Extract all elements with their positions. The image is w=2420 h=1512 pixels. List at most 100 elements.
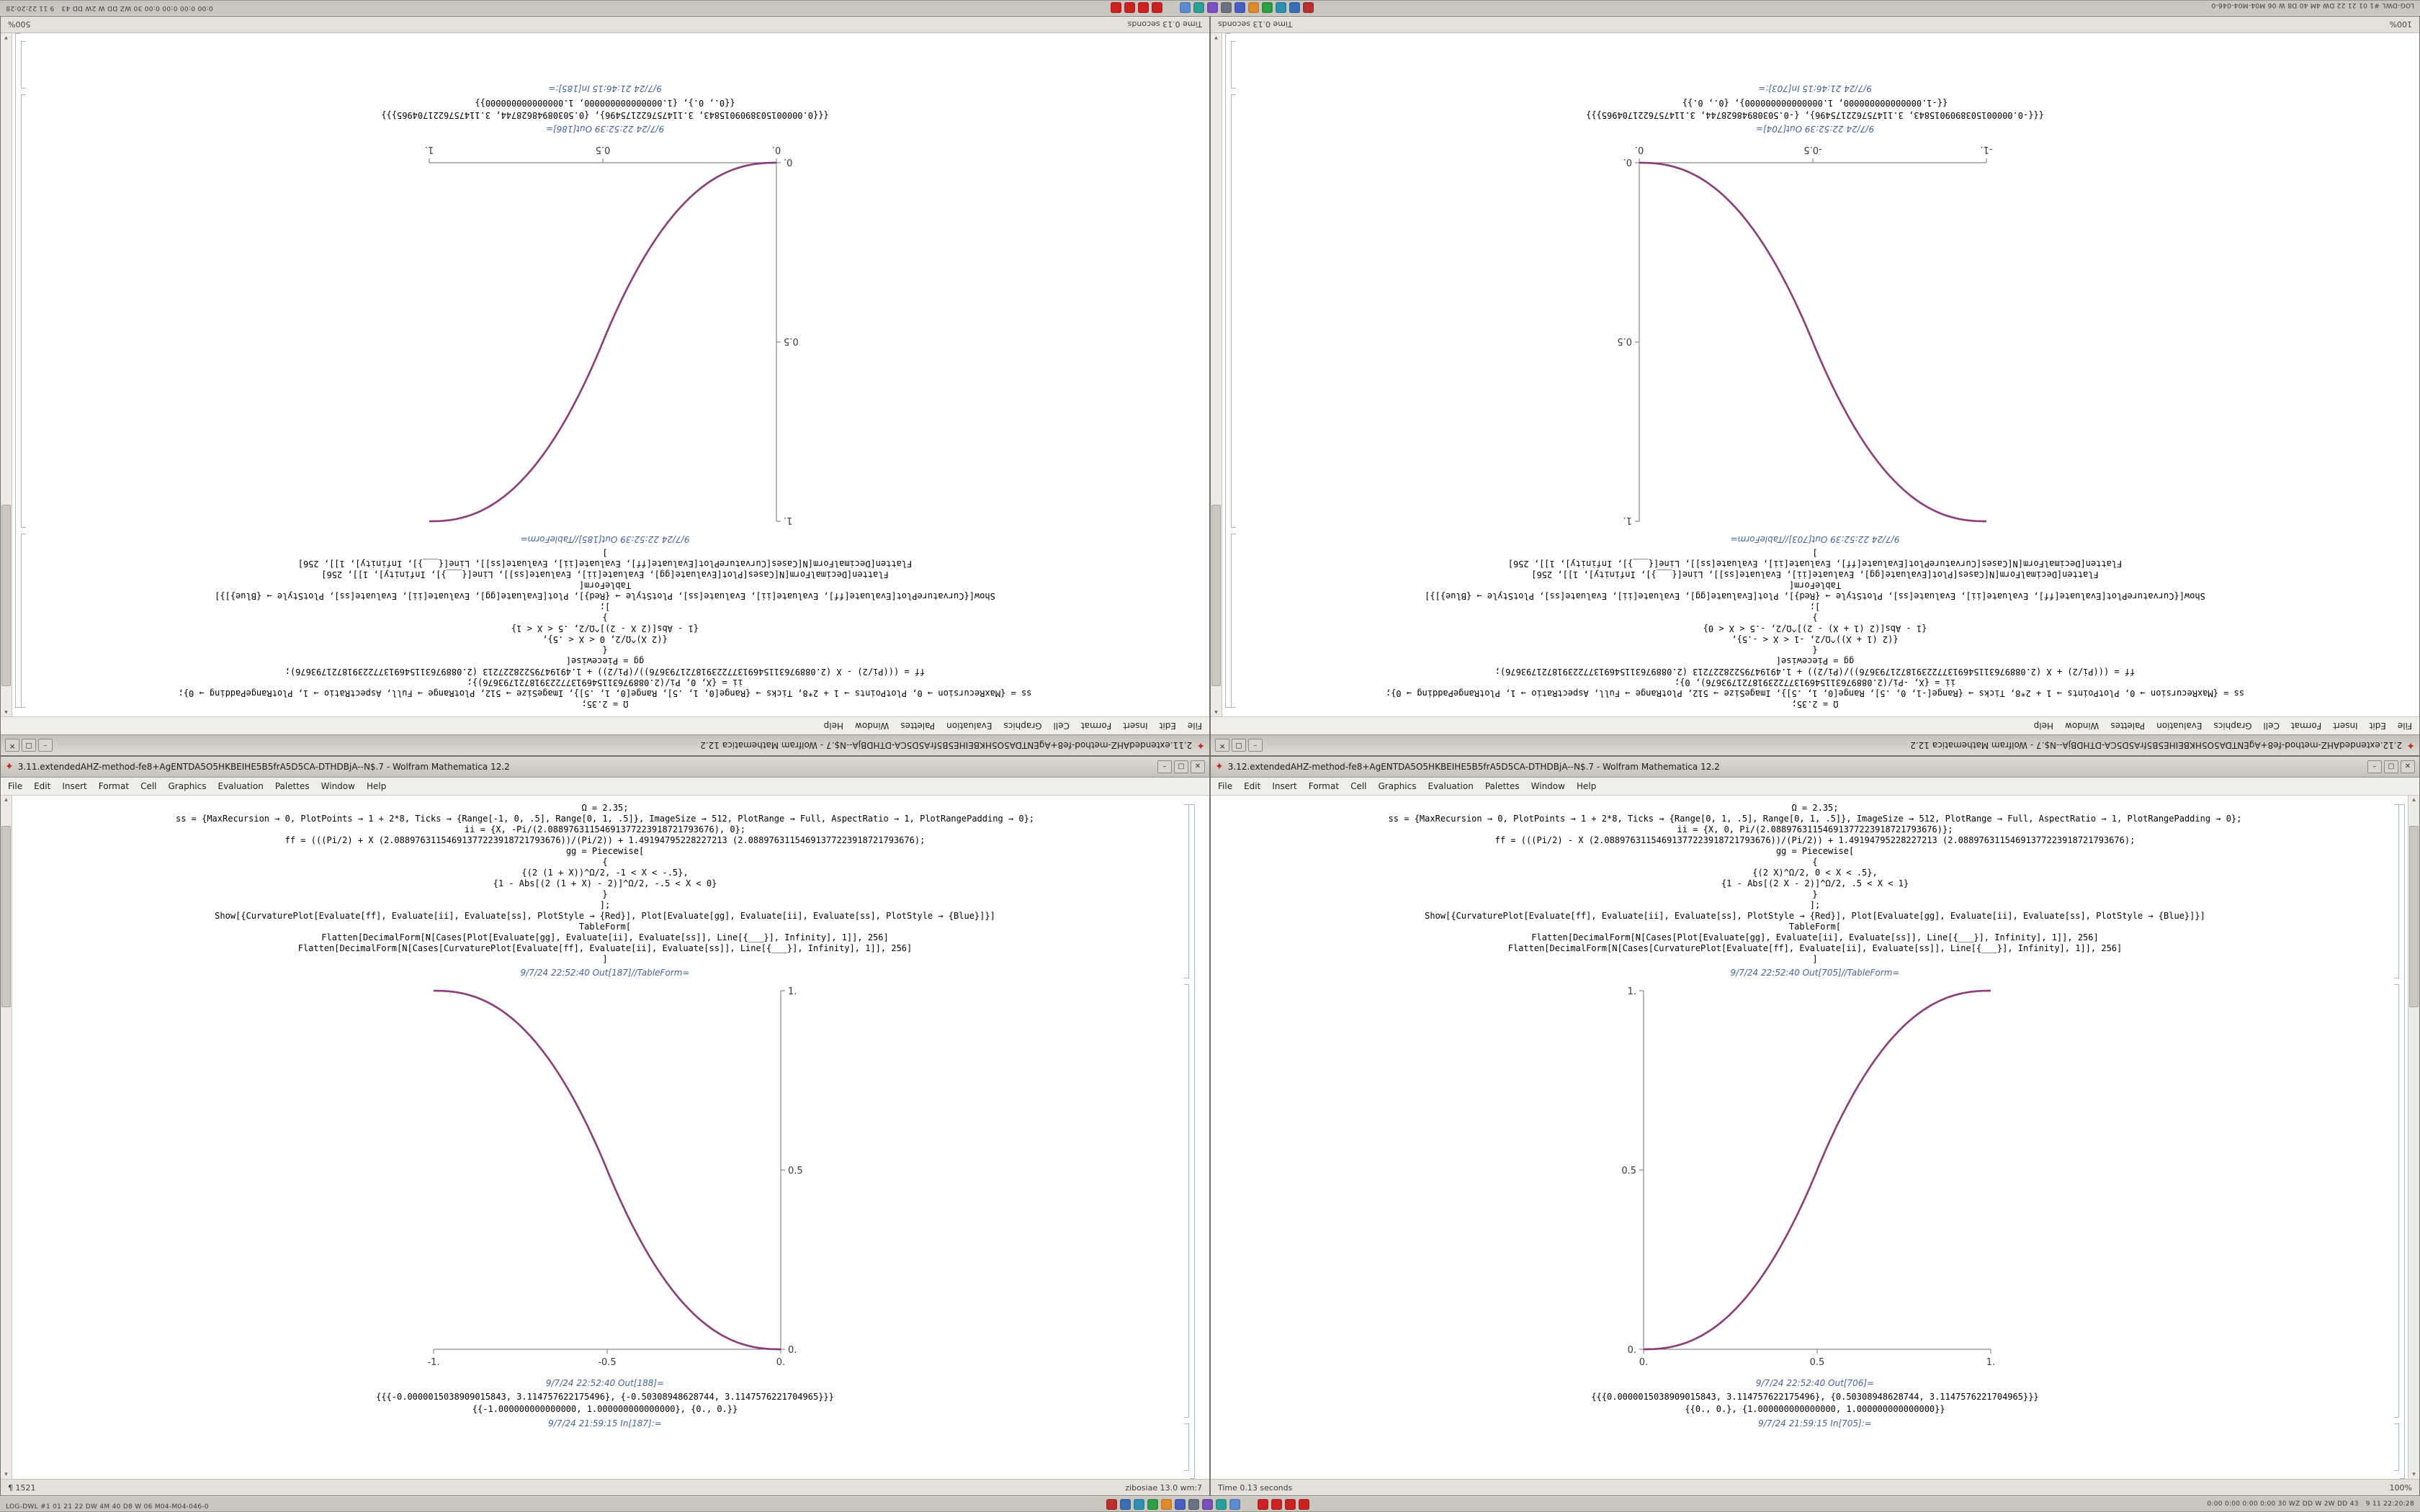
- code-line[interactable]: ff = (((Pi/2) - X (2.0889763115469137722…: [284, 667, 926, 677]
- system-monitor-icon[interactable]: [1220, 2, 1232, 14]
- menu-format[interactable]: Format: [98, 781, 130, 791]
- code-line[interactable]: Flatten[DecimalForm[N[Cases[Plot[Evaluat…: [321, 570, 889, 580]
- code-line[interactable]: ss = {MaxRecursion → 0, PlotPoints → 1 +…: [1388, 814, 2242, 824]
- menu-palettes[interactable]: Palettes: [2110, 721, 2146, 731]
- code-line[interactable]: TableForm[: [578, 922, 632, 932]
- input-cell[interactable]: Ω = 2.35; ss = {MaxRecursion → 0, PlotPoi…: [94, 803, 1116, 965]
- code-line[interactable]: {1 - Abs[(2 X - 2)]^Ω/2, .5 < X < 1}: [1721, 878, 1909, 888]
- scroll-up-icon[interactable]: ▴: [2412, 796, 2416, 804]
- code-line[interactable]: Ω = 2.35;: [1791, 699, 1839, 709]
- mathematica-1-icon[interactable]: [1258, 1498, 1269, 1510]
- code-line[interactable]: Flatten[DecimalForm[N[Cases[Plot[Evaluat…: [321, 932, 889, 942]
- code-line[interactable]: Ω = 2.35;: [1791, 803, 1839, 813]
- code-line[interactable]: {: [602, 645, 608, 655]
- code-line[interactable]: gg = Piecewise[: [565, 656, 645, 666]
- maximize-button[interactable]: ▢: [1174, 760, 1188, 773]
- close-button[interactable]: ✕: [1215, 739, 1229, 752]
- code-line[interactable]: }: [1812, 889, 1818, 899]
- cell-bracket[interactable]: [2394, 1423, 2399, 1471]
- menu-help[interactable]: Help: [823, 721, 844, 731]
- terminal-icon[interactable]: [1147, 1498, 1159, 1510]
- code-line[interactable]: TableForm[: [1788, 580, 1842, 590]
- maximize-button[interactable]: ▢: [2384, 760, 2398, 773]
- menu-edit[interactable]: Edit: [1159, 721, 1176, 731]
- menu-graphics[interactable]: Graphics: [2213, 721, 2252, 731]
- menu-cell[interactable]: Cell: [2263, 721, 2280, 731]
- code-line[interactable]: }: [602, 613, 608, 623]
- mathematica-2-icon[interactable]: [1137, 2, 1149, 14]
- menu-graphics[interactable]: Graphics: [1378, 781, 1417, 791]
- code-line[interactable]: ]: [1812, 954, 1818, 964]
- viewer-icon[interactable]: [1216, 1498, 1227, 1510]
- scroll-down-icon[interactable]: ▾: [1214, 34, 1218, 41]
- cell-bracket[interactable]: [1231, 94, 1236, 528]
- menu-insert[interactable]: Insert: [62, 781, 87, 791]
- terminal-icon[interactable]: [1261, 2, 1273, 14]
- minimize-button[interactable]: –: [38, 739, 53, 752]
- mail-icon[interactable]: [1234, 2, 1245, 14]
- code-line[interactable]: ii = {X, -Pi/(2.088976311546913772239187…: [1674, 678, 1956, 688]
- menu-file[interactable]: File: [1187, 721, 1202, 731]
- menu-window[interactable]: Window: [1531, 781, 1565, 791]
- browser-icon[interactable]: [1289, 2, 1300, 14]
- scrollbar-thumb[interactable]: [1211, 505, 1221, 686]
- code-line[interactable]: ii = {X, -Pi/(2.088976311546913772239187…: [464, 824, 746, 834]
- code-line[interactable]: {1 - Abs[(2 (1 + X) - 2)]^Ω/2, -.5 < X <…: [493, 878, 717, 888]
- cell-bracket[interactable]: [21, 41, 26, 89]
- code-line[interactable]: ss = {MaxRecursion → 0, PlotPoints → 1 +…: [175, 814, 1035, 824]
- code-line[interactable]: ii = {X, 0, Pi/(2.0889763115469137722391…: [467, 678, 743, 688]
- menu-palettes[interactable]: Palettes: [900, 721, 936, 731]
- mathematica-4-icon[interactable]: [1299, 1498, 1310, 1510]
- menu-format[interactable]: Format: [1308, 781, 1340, 791]
- menu-evaluation[interactable]: Evaluation: [946, 721, 992, 731]
- media-icon[interactable]: [1206, 2, 1218, 14]
- mathematica-1-icon[interactable]: [1151, 2, 1162, 14]
- mathematica-3-icon[interactable]: [1124, 2, 1135, 14]
- input-cell[interactable]: Ω = 2.35; ss = {MaxRecursion → 0, PlotPoi…: [94, 547, 1116, 709]
- settings-icon[interactable]: [1179, 2, 1191, 14]
- cell-bracket[interactable]: [1184, 804, 1189, 978]
- code-line[interactable]: Ω = 2.35;: [581, 803, 629, 813]
- mathematica-4-icon[interactable]: [1110, 2, 1121, 14]
- menu-graphics[interactable]: Graphics: [168, 781, 207, 791]
- input-cell[interactable]: Ω = 2.35; ss = {MaxRecursion → 0, PlotPoi…: [1304, 803, 2326, 965]
- mathematica-3-icon[interactable]: [1285, 1498, 1296, 1510]
- media-icon[interactable]: [1202, 1498, 1214, 1510]
- mathematica-2-icon[interactable]: [1271, 1498, 1283, 1510]
- cell-bracket[interactable]: [1231, 41, 1236, 89]
- code-line[interactable]: Flatten[DecimalForm[N[Cases[CurvaturePlo…: [297, 943, 913, 953]
- code-line[interactable]: Flatten[DecimalForm[N[Cases[Plot[Evaluat…: [1531, 570, 2099, 580]
- menu-window[interactable]: Window: [321, 781, 355, 791]
- code-line[interactable]: Show[{CurvaturePlot[Evaluate[ff], Evalua…: [215, 591, 995, 601]
- cell-bracket[interactable]: [21, 94, 26, 528]
- menu-help[interactable]: Help: [1576, 781, 1597, 791]
- minimize-button[interactable]: –: [1248, 739, 1263, 752]
- code-line[interactable]: ff = (((Pi/2) + X (2.0889763115469137722…: [1494, 667, 2136, 677]
- close-button[interactable]: ✕: [5, 739, 19, 752]
- files-icon[interactable]: [1134, 1498, 1145, 1510]
- code-line[interactable]: gg = Piecewise[: [1775, 846, 1855, 856]
- code-line[interactable]: ];: [1809, 900, 1821, 910]
- cell-bracket[interactable]: [2394, 984, 2399, 1418]
- code-line[interactable]: Show[{CurvaturePlot[Evaluate[ff], Evalua…: [1425, 911, 2205, 921]
- code-line[interactable]: ff = (((Pi/2) + X (2.0889763115469137722…: [284, 835, 926, 845]
- browser-icon[interactable]: [1120, 1498, 1131, 1510]
- window-titlebar[interactable]: ✦ 2.11.extendedAHZ-method-fe8+AgENTDA5O5…: [1, 734, 1209, 755]
- cell-bracket[interactable]: [1184, 984, 1189, 1418]
- code-line[interactable]: {(2 X)^Ω/2, 0 < X < .5},: [1752, 868, 1878, 878]
- code-line[interactable]: Flatten[DecimalForm[N[Cases[CurvaturePlo…: [1507, 559, 2123, 569]
- code-line[interactable]: ]: [602, 954, 608, 964]
- scrollbar-thumb[interactable]: [1, 826, 11, 1007]
- scrollbar-thumb[interactable]: [2409, 826, 2419, 1007]
- menu-edit[interactable]: Edit: [1244, 781, 1261, 791]
- code-line[interactable]: Flatten[DecimalForm[N[Cases[CurvaturePlo…: [1507, 943, 2123, 953]
- launcher-icon[interactable]: [1106, 1498, 1118, 1510]
- code-line[interactable]: {: [1812, 857, 1818, 867]
- editor-icon[interactable]: [1247, 2, 1259, 14]
- menu-cell[interactable]: Cell: [140, 781, 157, 791]
- close-button[interactable]: ✕: [1191, 760, 1205, 773]
- scroll-down-icon[interactable]: ▾: [2412, 1471, 2416, 1478]
- system-monitor-icon[interactable]: [1188, 1498, 1200, 1510]
- code-line[interactable]: {: [1812, 645, 1818, 655]
- cell-bracket[interactable]: [2400, 804, 2405, 1479]
